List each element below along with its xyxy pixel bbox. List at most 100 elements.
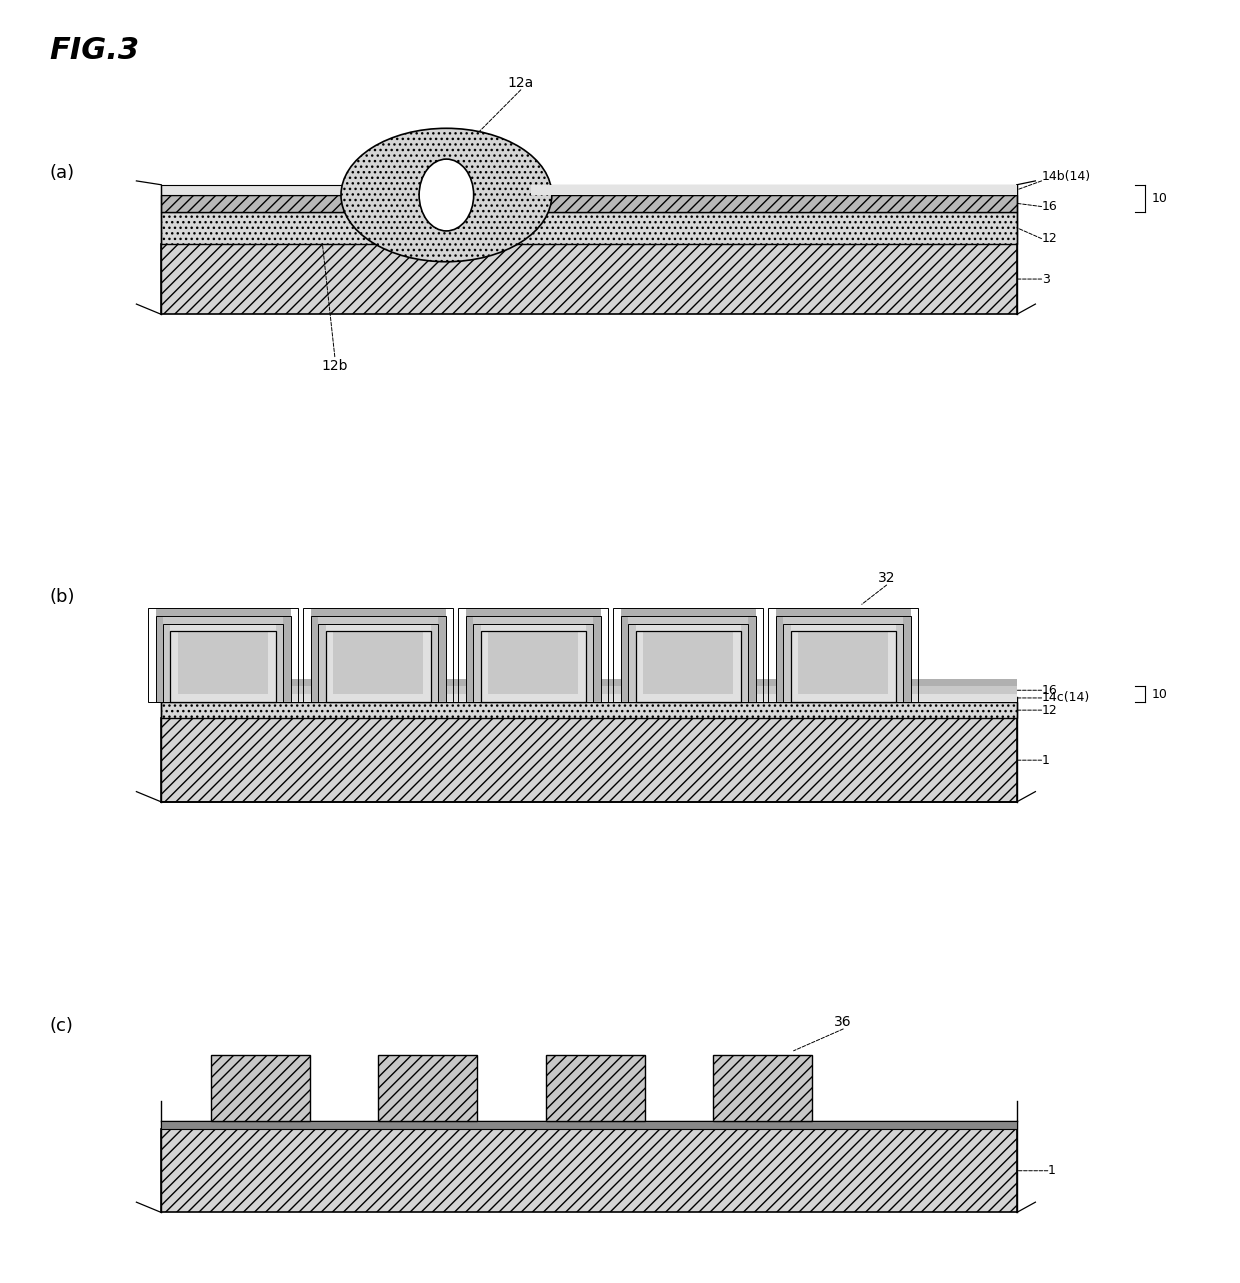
- Bar: [791, 631, 895, 702]
- Bar: [629, 624, 749, 702]
- Bar: [162, 616, 284, 624]
- Ellipse shape: [419, 159, 474, 231]
- Bar: [784, 616, 791, 702]
- Bar: [784, 616, 903, 624]
- Bar: [162, 616, 170, 702]
- Bar: [636, 694, 742, 702]
- Bar: [268, 624, 275, 702]
- Bar: [303, 608, 454, 702]
- Text: FIG.3: FIG.3: [50, 36, 140, 65]
- Bar: [170, 624, 275, 631]
- Bar: [466, 608, 474, 702]
- Bar: [459, 608, 609, 702]
- Text: 1: 1: [1048, 1164, 1055, 1178]
- Bar: [332, 631, 423, 702]
- Bar: [161, 702, 1017, 718]
- Bar: [155, 616, 290, 702]
- Bar: [585, 616, 594, 702]
- Bar: [162, 624, 284, 702]
- Bar: [439, 608, 446, 702]
- Ellipse shape: [341, 128, 552, 262]
- Bar: [489, 631, 578, 702]
- Text: 14b(14): 14b(14): [1042, 171, 1091, 183]
- Bar: [161, 244, 1017, 314]
- Text: (c): (c): [50, 1017, 73, 1035]
- Bar: [481, 624, 489, 702]
- Text: 1: 1: [1042, 753, 1049, 767]
- Bar: [614, 608, 764, 702]
- Bar: [474, 624, 593, 702]
- Text: 10: 10: [1152, 191, 1168, 205]
- Bar: [636, 624, 742, 631]
- Bar: [161, 718, 1017, 802]
- Text: (a): (a): [50, 164, 74, 182]
- Bar: [594, 608, 601, 702]
- Bar: [531, 185, 1017, 195]
- Bar: [325, 694, 432, 702]
- Text: 10: 10: [1152, 688, 1168, 701]
- Bar: [170, 694, 275, 702]
- Bar: [317, 616, 439, 624]
- Bar: [161, 679, 1017, 686]
- Bar: [644, 631, 734, 702]
- Text: 12: 12: [1042, 232, 1058, 245]
- Bar: [161, 1121, 1017, 1129]
- Text: 12b: 12b: [321, 359, 348, 373]
- Bar: [161, 185, 1017, 195]
- Bar: [799, 631, 888, 702]
- Bar: [161, 212, 1017, 244]
- Bar: [317, 624, 439, 702]
- Bar: [474, 616, 481, 702]
- Bar: [895, 616, 904, 702]
- Text: 14c(14): 14c(14): [1042, 692, 1090, 704]
- Text: 16: 16: [1042, 684, 1058, 697]
- Bar: [742, 616, 749, 702]
- Text: 3: 3: [1042, 272, 1049, 286]
- Bar: [155, 608, 162, 702]
- Bar: [148, 608, 299, 702]
- Bar: [161, 1129, 1017, 1212]
- Bar: [776, 608, 784, 702]
- Bar: [481, 624, 585, 631]
- Bar: [776, 608, 910, 616]
- Bar: [636, 624, 644, 702]
- Bar: [621, 608, 756, 616]
- Bar: [888, 624, 895, 702]
- Bar: [749, 608, 756, 702]
- Bar: [621, 616, 756, 702]
- Bar: [170, 631, 275, 702]
- Bar: [629, 616, 636, 702]
- Bar: [317, 616, 325, 702]
- Bar: [784, 624, 903, 702]
- Bar: [325, 624, 432, 631]
- Bar: [466, 608, 600, 616]
- Bar: [621, 608, 629, 702]
- Bar: [161, 195, 1017, 212]
- Bar: [161, 686, 1017, 694]
- Text: 32: 32: [878, 571, 895, 585]
- Bar: [423, 624, 432, 702]
- Bar: [629, 616, 749, 624]
- Bar: [903, 608, 910, 702]
- Bar: [275, 616, 283, 702]
- Bar: [161, 694, 1017, 702]
- Bar: [170, 624, 179, 702]
- Text: 12: 12: [1042, 703, 1058, 717]
- Bar: [769, 608, 918, 702]
- Bar: [432, 616, 439, 702]
- Bar: [791, 624, 799, 702]
- Bar: [791, 624, 895, 631]
- Bar: [713, 1055, 812, 1121]
- Bar: [481, 631, 585, 702]
- Bar: [310, 608, 317, 702]
- Bar: [284, 608, 290, 702]
- Bar: [325, 631, 432, 702]
- Bar: [474, 616, 593, 624]
- Text: 36: 36: [835, 1015, 852, 1029]
- Bar: [578, 624, 585, 702]
- Bar: [378, 1055, 477, 1121]
- Text: 12a: 12a: [507, 76, 534, 90]
- Bar: [636, 631, 742, 702]
- Text: 16: 16: [1042, 200, 1058, 213]
- Text: P: P: [443, 163, 450, 176]
